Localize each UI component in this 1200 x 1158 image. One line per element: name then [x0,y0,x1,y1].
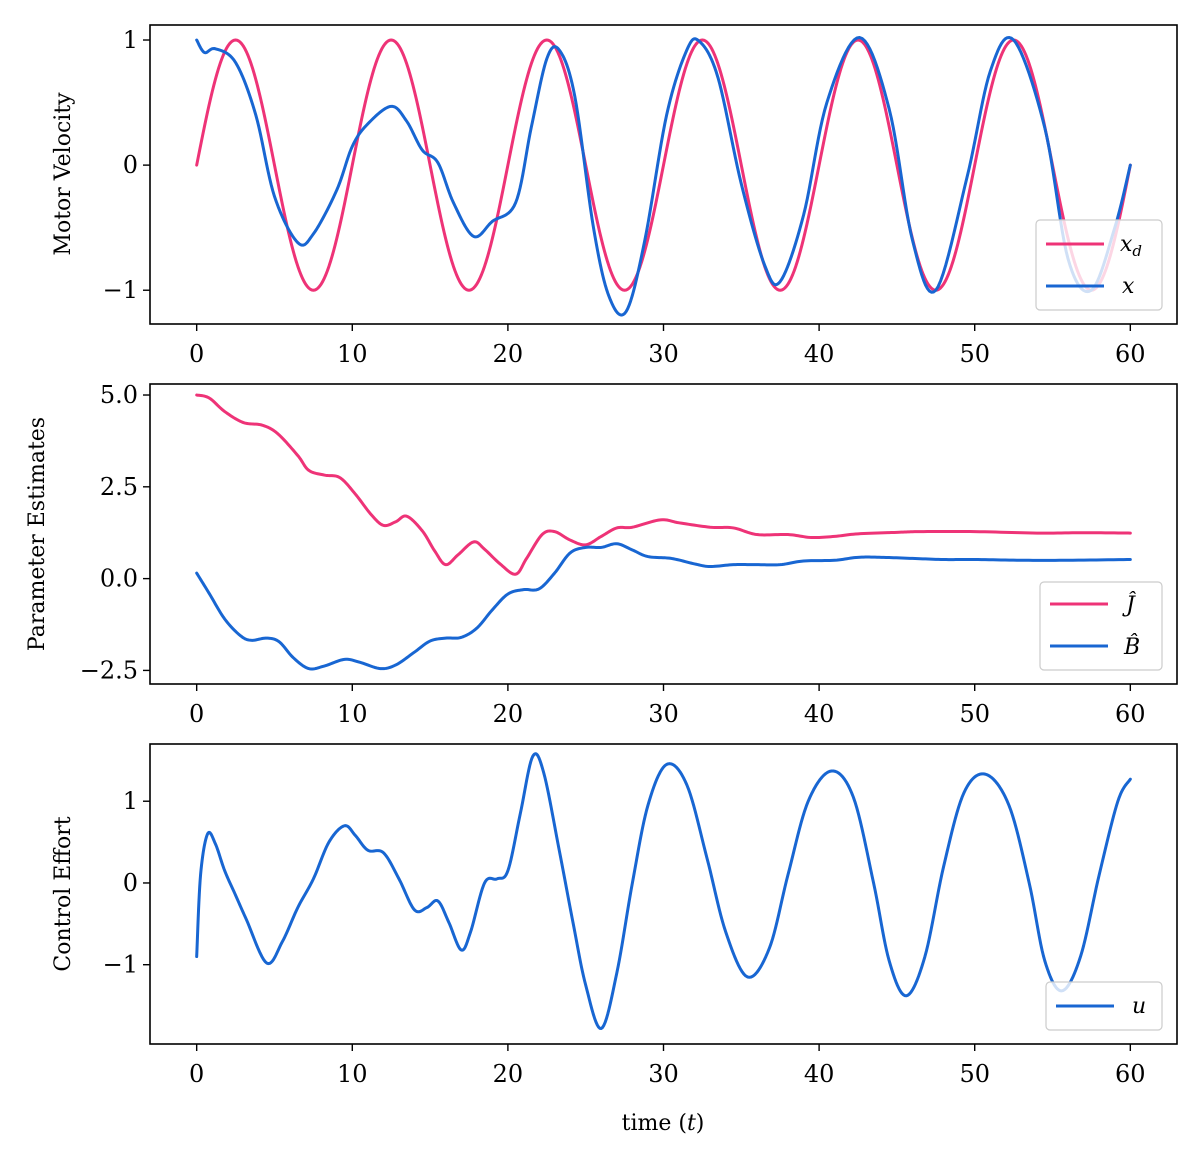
parameters-xtick-label: 20 [493,700,524,728]
control-ytick-label: −1 [103,951,138,979]
parameters-xtick-label: 10 [337,700,368,728]
control-legend: u [1045,981,1163,1031]
legend-label-x: x [1122,274,1135,299]
velocity-series-1-line [195,35,1132,317]
legend-label-b-hat: B̂ [1123,634,1140,660]
velocity-xtick-label: 10 [337,340,368,368]
velocity-xticks: 0 10 20 30 40 50 60 [189,324,1146,368]
velocity-ytick-label: 1 [123,26,138,54]
legend-label-xd: xd [1120,232,1142,260]
control-xtick-label: 10 [337,1060,368,1088]
control-yticks: −1 0 1 [103,787,150,979]
velocity-xtick-label: 30 [648,340,679,368]
control-xticks: 0 10 20 30 40 50 60 [189,1044,1146,1088]
control-xtick-label: 20 [493,1060,524,1088]
legend-label-j-hat: Ĵ [1122,591,1136,618]
control-xtick-label: 0 [189,1060,204,1088]
parameters-xtick-label: 50 [959,700,990,728]
parameters-xtick-label: 30 [648,700,679,728]
velocity-panel: 0 10 20 30 40 50 60 −1 0 1 Motor Velocity xd x [51,24,1178,368]
parameters-xticks: 0 10 20 30 40 50 60 [189,684,1146,728]
control-ytick-label: 1 [123,787,138,815]
control-xtick-label: 60 [1115,1060,1146,1088]
velocity-yticks: −1 0 1 [103,26,150,304]
parameters-ytick-label: 2.5 [100,473,138,501]
velocity-legend: xd x [1035,219,1163,311]
velocity-legend-box [1035,219,1163,311]
parameters-ytick-label: 5.0 [100,381,138,409]
control-ytick-label: 0 [123,869,138,897]
velocity-ytick-label: 0 [123,151,138,179]
velocity-xtick-label: 50 [959,340,990,368]
parameters-series-0-line [195,393,1132,576]
parameters-ytick-label: −2.5 [80,656,138,684]
velocity-xtick-label: 40 [804,340,835,368]
legend-label-u: u [1132,994,1146,1019]
control-xtick-label: 50 [959,1060,990,1088]
parameters-panel: 0 10 20 30 40 50 60 −2.5 0.0 2.5 5.0 Parameter Es… [25,381,1178,728]
velocity-ylabel: Motor Velocity [51,92,76,256]
control-series-layer [195,752,1132,1030]
velocity-series-0-line [195,38,1132,292]
parameters-yticks: −2.5 0.0 2.5 5.0 [80,381,150,684]
control-ylabel: Control Effort [51,816,76,971]
velocity-series-layer [195,35,1132,317]
parameters-series-layer [195,393,1132,671]
parameters-series-1-line [195,542,1132,671]
control-panel: 0 10 20 30 40 50 60 −1 0 1 Control Effort u [51,743,1178,1088]
parameters-ylabel: Parameter Estimates [25,417,50,651]
parameters-legend: Ĵ B̂ [1039,581,1163,671]
velocity-ytick-label: −1 [103,276,138,304]
control-xtick-label: 40 [804,1060,835,1088]
velocity-xtick-label: 0 [189,340,204,368]
control-xtick-label: 30 [648,1060,679,1088]
parameters-ytick-label: 0.0 [100,565,138,593]
velocity-xtick-label: 20 [493,340,524,368]
parameters-legend-box [1039,581,1163,671]
x-axis-label: time (t) [622,1111,705,1136]
parameters-xtick-label: 0 [189,700,204,728]
control-series-0-line [195,752,1132,1030]
parameters-xtick-label: 60 [1115,700,1146,728]
velocity-xtick-label: 60 [1115,340,1146,368]
parameters-xtick-label: 40 [804,700,835,728]
